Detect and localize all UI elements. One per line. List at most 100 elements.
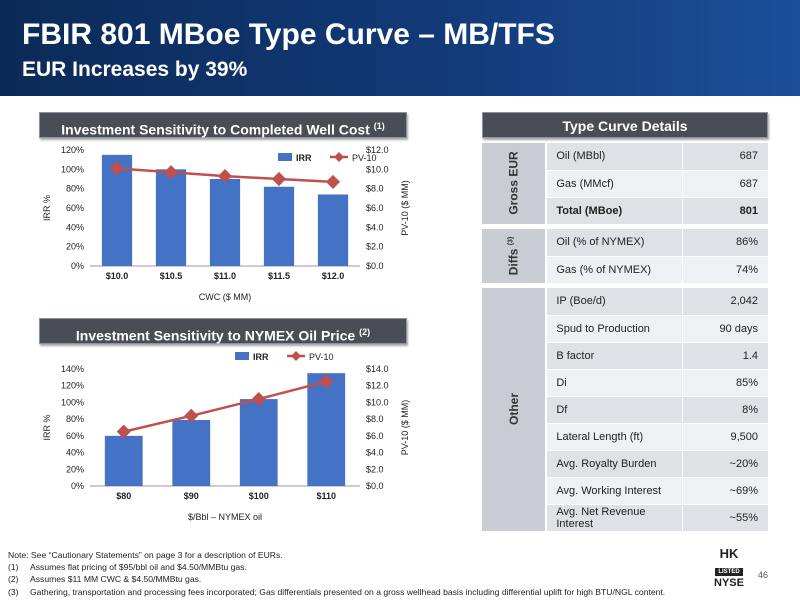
row-label: Oil (% of NYMEX)	[546, 229, 682, 257]
y2-tick-label: $2.0	[366, 464, 384, 474]
table-row: Gas (MMcf) 687	[482, 170, 768, 198]
y-tick-label: 80%	[66, 414, 84, 424]
bar-irr	[307, 373, 346, 486]
legend-label-pv10: PV-10	[309, 352, 334, 362]
y-axis-title: IRR %	[42, 414, 52, 440]
page-subtitle: EUR Increases by 39%	[22, 58, 248, 81]
row-value: ~55%	[681, 504, 768, 532]
y2-axis-title: PV-10 ($ MM)	[400, 400, 410, 456]
x-tick-label: $11.5	[268, 271, 290, 281]
row-label: IP (Boe/d)	[546, 288, 682, 316]
table-row: Df 8%	[482, 396, 768, 424]
y2-tick-label: $14.0	[366, 364, 389, 374]
legend-label-pv10: PV-10	[352, 153, 377, 163]
cwc-sensitivity-chart: 0% 20% 40% 60% 80% 100% 120% $0.0 $2.0 $4.0 $6.0 $8…	[42, 145, 410, 302]
table-row: Di 85%	[482, 369, 768, 397]
y2-tick-label: $12.0	[366, 145, 389, 155]
table-row: Lateral Length (ft) 9,500	[482, 423, 768, 451]
row-label: Oil (MBbl)	[546, 143, 682, 171]
x-axis-title: CWC ($ MM)	[199, 292, 252, 302]
y-tick-label: 0%	[71, 481, 84, 491]
y2-tick-label: $0.0	[366, 261, 384, 271]
row-label: Spud to Production	[546, 315, 682, 343]
y2-axis-title: PV-10 ($ MM)	[400, 180, 410, 236]
footnotes: Note: See “Cautionary Statements” on pag…	[8, 549, 728, 598]
x-tick-label: $100	[249, 491, 269, 501]
group-diffs: Diffs (3)	[482, 229, 548, 284]
group-other: Other	[482, 288, 548, 532]
row-label: Df	[546, 396, 682, 424]
table-row: Avg. Royalty Burden ~20%	[482, 450, 768, 478]
group-gross-eur: Gross EUR	[482, 143, 548, 225]
row-label: Gas (MMcf)	[546, 170, 682, 198]
chart2-banner: Investment Sensitivity to NYMEX Oil Pric…	[39, 318, 407, 344]
row-value: ~20%	[681, 450, 768, 478]
nyse-listed-logo: HK LISTED NYSE	[714, 546, 744, 589]
y2-tick-label: $0.0	[366, 481, 384, 491]
y-tick-label: 60%	[66, 203, 84, 213]
row-value: 687	[681, 143, 768, 171]
y-tick-label: 80%	[66, 184, 84, 194]
y2-tick-label: $4.0	[366, 222, 384, 232]
bar-irr	[172, 419, 211, 486]
y-tick-label: 40%	[66, 448, 84, 458]
x-tick-label: $110	[316, 491, 336, 501]
footnote-item: (2) Assumes $11 MM CWC & $4.50/MMBtu gas.	[8, 574, 202, 585]
row-value: ~69%	[681, 477, 768, 505]
row-value: 9,500	[681, 423, 768, 451]
x-tick-label: $10.5	[160, 271, 183, 281]
page-title: FBIR 801 MBoe Type Curve – MB/TFS	[22, 18, 555, 51]
bar-irr	[317, 194, 349, 266]
footnote-item: (3) Gathering, transportation and process…	[8, 586, 666, 597]
legend-label-irr: IRR	[253, 352, 269, 362]
x-tick-label: $90	[184, 491, 199, 501]
row-value: 85%	[681, 369, 768, 397]
legend-marker-pv10	[334, 152, 344, 162]
table-row: B factor 1.4	[482, 342, 768, 370]
row-label: Total (MBoe)	[546, 197, 682, 225]
row-label: Gas (% of NYMEX)	[546, 256, 682, 284]
row-value: 8%	[681, 396, 768, 424]
row-label: Lateral Length (ft)	[546, 423, 682, 451]
oil-price-sensitivity-chart: 0% 20% 40% 60% 80% 100% 120% 140% $0.0 $2.0 $4.0 $6…	[42, 351, 410, 522]
x-axis-title: $/Bbl – NYMEX oil	[188, 512, 262, 522]
y-tick-label: 60%	[66, 431, 84, 441]
y-tick-label: 40%	[66, 222, 84, 232]
table-row: Total (MBoe) 801	[482, 197, 768, 225]
y-tick-label: 0%	[71, 261, 84, 271]
y2-tick-label: $2.0	[366, 242, 384, 252]
chart1-banner-note: (1)	[373, 121, 385, 131]
row-value: 801	[681, 197, 768, 225]
table-row: Other IP (Boe/d) 2,042	[482, 288, 768, 532]
y-axis-title: IRR %	[42, 195, 52, 221]
footnote-intro: Note: See “Cautionary Statements” on pag…	[8, 550, 283, 560]
row-label: Avg. Working Interest	[546, 477, 682, 505]
bar-irr	[104, 435, 143, 486]
header-banner: FBIR 801 MBoe Type Curve – MB/TFS EUR In…	[0, 0, 800, 96]
legend-marker-pv10	[291, 351, 301, 361]
row-value: 1.4	[681, 342, 768, 370]
row-value: 2,042	[681, 288, 768, 316]
row-value: 90 days	[681, 315, 768, 343]
x-tick-label: $11.0	[214, 271, 236, 281]
legend-label-irr: IRR	[296, 153, 312, 163]
bar-irr	[209, 179, 241, 266]
bar-irr	[263, 186, 295, 266]
table-row: Gas (% of NYMEX) 74%	[482, 256, 768, 284]
row-label: B factor	[546, 342, 682, 370]
table-row: Avg. Working Interest ~69%	[482, 477, 768, 505]
table-row: Spud to Production 90 days	[482, 315, 768, 343]
bar-irr	[155, 169, 187, 266]
legend-swatch-irr	[235, 352, 249, 360]
table-row: Gross EUR Oil (MBbl) 687	[482, 143, 768, 225]
y2-tick-label: $4.0	[366, 448, 384, 458]
y-tick-label: 100%	[61, 164, 84, 174]
y2-tick-label: $8.0	[366, 184, 384, 194]
row-label: Avg. Net Revenue Interest	[546, 504, 682, 532]
details-banner: Type Curve Details	[482, 112, 768, 138]
x-tick-label: $10.0	[106, 271, 129, 281]
footnote-item: (1) Assumes flat pricing of $95/bbl oil a…	[8, 562, 247, 573]
bar-irr	[239, 399, 278, 486]
y2-tick-label: $12.0	[366, 381, 389, 391]
row-value: 86%	[681, 229, 768, 257]
